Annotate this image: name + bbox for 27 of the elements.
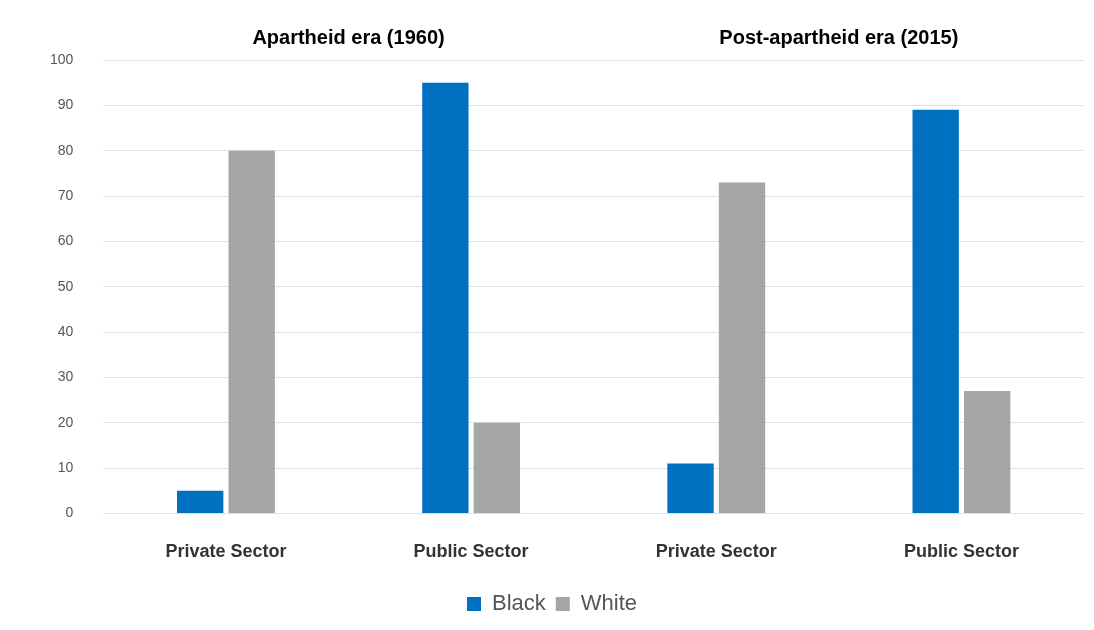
- y-tick-label: 80: [57, 141, 74, 158]
- y-tick-label: 60: [57, 232, 74, 249]
- y-tick-label: 0: [65, 504, 74, 521]
- y-tick-label: 70: [57, 186, 74, 203]
- y-tick-label: 40: [57, 322, 74, 339]
- bar: [422, 82, 469, 513]
- y-tick-label: 10: [57, 458, 74, 475]
- text: Apartheid era (1960): [252, 25, 445, 48]
- bar: [718, 182, 766, 513]
- legend-label: Black: [491, 590, 547, 616]
- y-tick-label: 100: [50, 50, 74, 67]
- bar: [912, 109, 959, 513]
- y-tick-label: 30: [57, 368, 74, 385]
- y-tick-label: 50: [57, 277, 74, 294]
- x-tick-label: Public Sector: [903, 541, 1019, 562]
- bar: [228, 150, 275, 513]
- bar: [177, 490, 224, 513]
- bar: [473, 422, 521, 513]
- legend-label: White: [580, 590, 638, 616]
- x-tick-label: Private Sector: [655, 541, 777, 562]
- y-tick-label: 90: [57, 96, 74, 113]
- y-tick-label: 20: [57, 413, 74, 430]
- bar: [963, 390, 1011, 513]
- x-tick-label: Public Sector: [413, 541, 529, 562]
- bar: [667, 463, 714, 513]
- x-tick-label: Private Sector: [165, 541, 287, 562]
- text: Post-apartheid era (2015): [719, 25, 959, 48]
